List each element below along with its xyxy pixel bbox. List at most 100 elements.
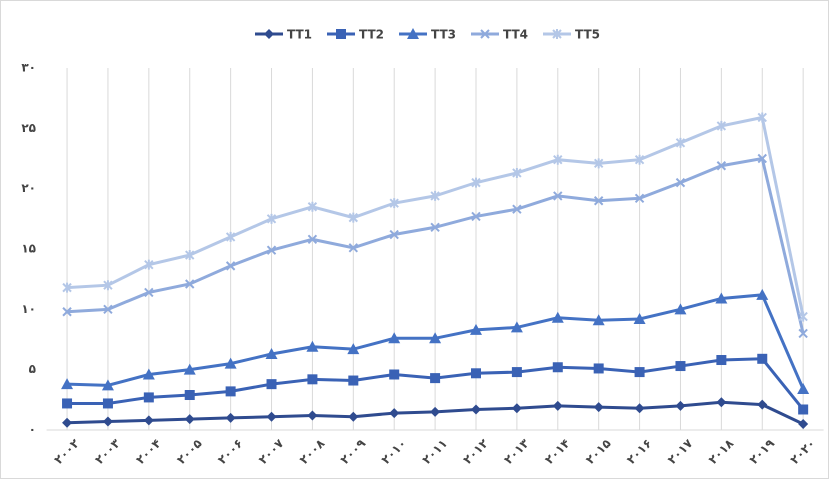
marker: [593, 158, 604, 169]
marker: [510, 321, 523, 333]
marker: [348, 243, 359, 253]
marker: [265, 347, 278, 359]
marker: [185, 279, 195, 289]
marker: [144, 287, 154, 298]
marker: [102, 416, 113, 427]
marker: [266, 379, 277, 390]
marker: [633, 312, 646, 324]
marker: [430, 222, 440, 232]
marker: [430, 373, 441, 384]
marker: [225, 231, 236, 242]
marker: [798, 328, 808, 339]
marker: [715, 292, 728, 304]
marker: [553, 154, 563, 165]
marker: [224, 357, 237, 369]
marker: [430, 406, 441, 417]
marker: [184, 414, 195, 425]
marker: [471, 211, 481, 222]
legend-label: TT3: [431, 28, 456, 42]
marker: [798, 311, 808, 322]
marker: [389, 198, 399, 209]
marker: [634, 154, 645, 165]
marker: [225, 261, 236, 271]
marker: [62, 307, 72, 317]
marker: [634, 403, 645, 414]
marker: [307, 374, 318, 385]
marker: [634, 367, 645, 378]
marker: [675, 177, 686, 188]
marker: [389, 408, 400, 419]
y-tick-label: ۲۰: [21, 181, 36, 195]
marker: [264, 29, 274, 39]
marker: [552, 400, 563, 411]
marker: [266, 245, 277, 255]
marker: [143, 392, 154, 403]
y-tick-label: ۵: [29, 362, 36, 376]
marker: [389, 369, 400, 380]
marker: [593, 363, 604, 374]
marker: [143, 415, 154, 426]
marker: [674, 303, 687, 315]
marker: [716, 161, 727, 171]
legend-label: TT4: [503, 28, 528, 42]
marker: [757, 112, 767, 123]
marker: [183, 363, 196, 375]
marker: [348, 375, 359, 386]
marker: [512, 167, 522, 178]
marker: [101, 379, 114, 391]
marker: [266, 411, 277, 422]
marker: [225, 386, 236, 397]
marker: [348, 212, 359, 223]
y-tick-label: ۰: [29, 423, 36, 437]
marker: [184, 390, 195, 401]
marker: [407, 28, 419, 39]
y-tick-label: ۱۰: [21, 302, 36, 316]
marker: [307, 234, 318, 245]
marker: [61, 378, 74, 390]
legend-label: TT5: [575, 28, 600, 42]
marker: [757, 353, 768, 364]
marker: [798, 418, 809, 429]
y-tick-label: ۳۰: [21, 61, 36, 75]
marker: [62, 417, 73, 428]
marker: [470, 404, 481, 415]
marker: [757, 399, 768, 410]
marker: [103, 280, 113, 291]
marker: [592, 314, 605, 326]
marker: [675, 137, 686, 148]
y-tick-label: ۲۵: [21, 121, 36, 135]
marker: [102, 398, 113, 409]
marker: [553, 191, 563, 201]
marker: [306, 340, 319, 352]
marker: [62, 282, 72, 293]
marker: [797, 382, 810, 394]
marker: [470, 368, 481, 379]
marker: [551, 311, 564, 323]
marker: [512, 204, 522, 214]
marker: [480, 29, 490, 39]
marker: [266, 213, 277, 224]
marker: [716, 120, 727, 131]
marker: [307, 410, 318, 421]
marker: [347, 343, 360, 355]
marker: [675, 361, 686, 372]
marker: [757, 153, 767, 164]
marker: [634, 193, 645, 204]
marker: [469, 323, 482, 335]
marker: [142, 368, 155, 380]
marker: [716, 397, 727, 408]
marker: [62, 398, 73, 409]
marker: [552, 29, 562, 39]
marker: [756, 288, 769, 300]
marker: [389, 229, 399, 240]
marker: [388, 332, 401, 344]
marker: [185, 250, 195, 261]
marker: [307, 201, 318, 212]
marker: [348, 411, 359, 422]
marker: [511, 367, 522, 378]
marker: [511, 403, 522, 414]
marker: [430, 190, 440, 201]
marker: [716, 355, 727, 366]
